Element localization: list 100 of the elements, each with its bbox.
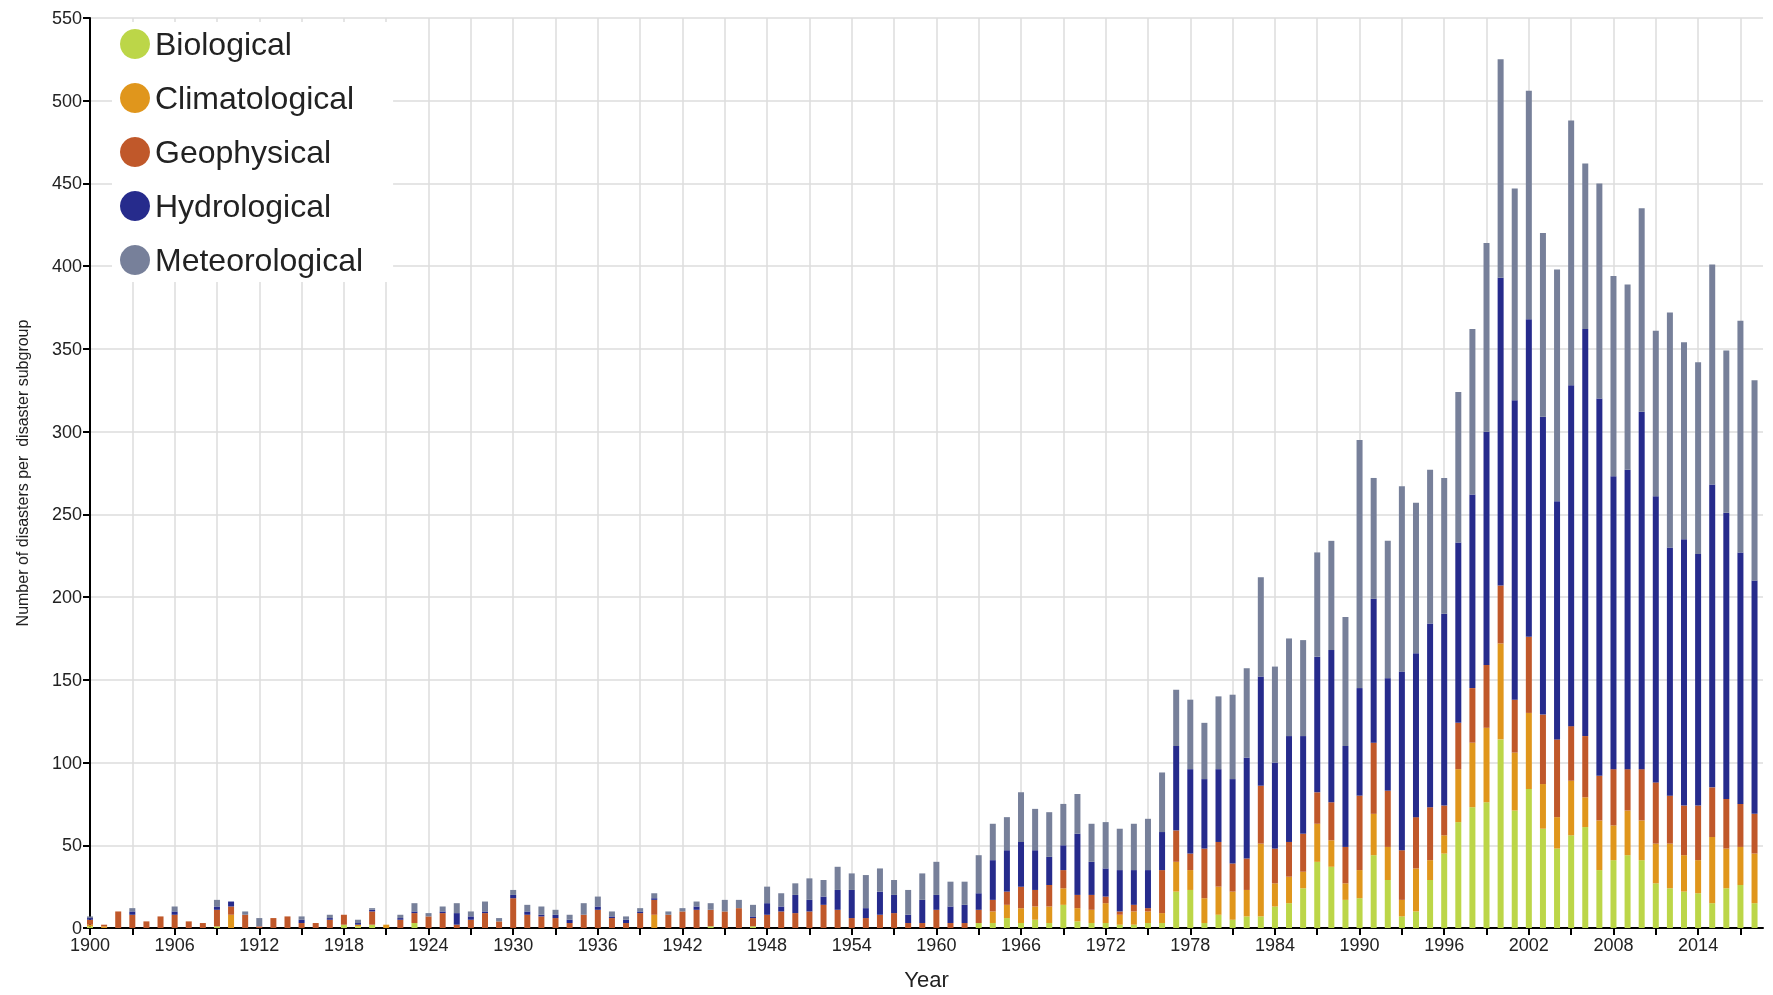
bar	[1018, 908, 1025, 924]
bar	[1370, 742, 1377, 814]
y-tick-label: 450	[51, 173, 82, 194]
bar	[1032, 906, 1039, 920]
bar	[1018, 841, 1025, 887]
bar	[1568, 385, 1575, 727]
bar	[1116, 828, 1123, 871]
bar	[1511, 188, 1518, 401]
bar	[933, 861, 940, 895]
bar	[975, 923, 982, 928]
bar	[1187, 870, 1194, 890]
bar	[1201, 898, 1208, 924]
bar	[552, 914, 559, 919]
bar	[1412, 868, 1419, 912]
bar	[1342, 899, 1349, 928]
bar	[453, 924, 460, 928]
bar	[1681, 805, 1688, 856]
bar	[919, 873, 926, 900]
bar	[355, 919, 362, 924]
bar	[1568, 835, 1575, 928]
bar	[213, 899, 220, 907]
x-tick-label: 2008	[1593, 935, 1634, 955]
bar	[1723, 798, 1730, 849]
bar	[1398, 916, 1405, 928]
bar	[340, 924, 347, 928]
bar	[933, 909, 940, 928]
bar	[1539, 233, 1546, 417]
bar	[1229, 694, 1236, 780]
bar	[1681, 855, 1688, 892]
bar	[369, 924, 376, 928]
x-tick-label: 1948	[747, 935, 788, 955]
bar	[905, 914, 912, 924]
bar	[383, 924, 390, 928]
bar	[1243, 889, 1250, 917]
bar	[1046, 856, 1053, 885]
bar	[989, 911, 996, 924]
bar	[665, 911, 672, 915]
x-tick-label: 1918	[323, 935, 364, 955]
y-tick-label: 0	[71, 918, 82, 938]
bar	[1666, 888, 1673, 928]
bar	[1088, 823, 1095, 862]
bar	[496, 921, 503, 928]
bar	[792, 894, 799, 914]
x-tick-label: 1942	[662, 935, 703, 955]
bar	[1737, 846, 1744, 885]
bar	[1046, 923, 1053, 928]
bar	[1638, 860, 1645, 928]
bar	[1582, 736, 1589, 798]
bar	[1201, 848, 1208, 899]
bar	[1497, 277, 1504, 586]
bar	[1201, 722, 1208, 780]
bar	[1074, 921, 1081, 928]
bar	[411, 903, 418, 912]
bar	[1384, 540, 1391, 679]
bar	[1455, 769, 1462, 823]
y-tick-label: 250	[51, 504, 82, 525]
bar	[340, 914, 347, 925]
bar	[764, 886, 771, 904]
bar	[1582, 329, 1589, 737]
bar	[1229, 779, 1236, 864]
bar	[524, 914, 531, 928]
bar	[1737, 552, 1744, 804]
bar	[1554, 817, 1561, 849]
bar	[1173, 861, 1180, 892]
bar	[1624, 469, 1631, 770]
bar	[806, 911, 813, 928]
bar	[1709, 903, 1716, 928]
bar	[171, 911, 178, 915]
bar	[1102, 923, 1109, 928]
bar	[1666, 795, 1673, 844]
bar	[1342, 616, 1349, 746]
bar	[1525, 789, 1532, 928]
bar	[171, 906, 178, 912]
bar	[1074, 894, 1081, 909]
bar	[298, 923, 305, 928]
bar	[1455, 391, 1462, 543]
bar	[1159, 832, 1166, 871]
bar	[1159, 772, 1166, 833]
bar	[397, 914, 404, 919]
bar	[1159, 913, 1166, 924]
bar	[1257, 916, 1264, 928]
bar	[1328, 540, 1335, 651]
bar	[580, 914, 587, 928]
bar	[1596, 870, 1603, 928]
bar	[1342, 883, 1349, 900]
bar	[157, 916, 164, 928]
bar	[1300, 871, 1307, 889]
x-tick-label: 1966	[1000, 935, 1042, 955]
bar	[213, 906, 220, 910]
bar	[1511, 400, 1518, 700]
bar	[1511, 810, 1518, 928]
bar	[1215, 886, 1222, 915]
x-tick-label: 1990	[1339, 935, 1380, 955]
bar	[1511, 752, 1518, 811]
bar	[975, 893, 982, 910]
bar	[453, 913, 460, 925]
bar	[524, 904, 531, 912]
bar	[1483, 802, 1490, 928]
bar	[1300, 640, 1307, 737]
bar	[1257, 577, 1264, 677]
